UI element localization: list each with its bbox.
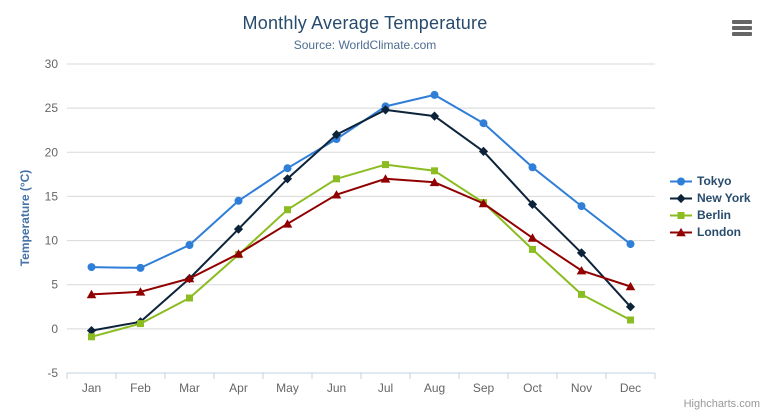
y-axis-label: 30 — [45, 57, 59, 71]
legend: Tokyo New York Berlin London — [669, 175, 751, 239]
series-marker-berlin[interactable] — [88, 333, 95, 341]
hamburger-menu-icon — [732, 32, 752, 36]
series-marker-new-york[interactable] — [380, 105, 391, 115]
y-axis-label: 0 — [51, 322, 58, 336]
hamburger-menu-icon — [732, 26, 752, 30]
series-marker-berlin[interactable] — [333, 175, 340, 183]
series-marker-new-york[interactable] — [282, 174, 293, 184]
y-axis-label: -5 — [47, 366, 58, 380]
series-marker-new-york[interactable] — [331, 130, 342, 140]
series-line-new-york[interactable] — [90, 108, 632, 332]
series-marker-london[interactable] — [625, 281, 636, 291]
x-axis-label: Sep — [473, 381, 495, 395]
series-marker-tokyo[interactable] — [479, 119, 488, 128]
legend-item-london[interactable]: London — [669, 226, 751, 239]
series-marker-berlin[interactable] — [578, 290, 585, 298]
legend-label: Tokyo — [697, 174, 732, 188]
series-marker-tokyo[interactable] — [577, 202, 586, 211]
legend-marker-circle-icon — [670, 177, 692, 186]
x-axis-label: May — [276, 381, 299, 395]
legend-marker-triangle-icon — [670, 227, 692, 237]
y-axis-label: 25 — [45, 101, 59, 115]
series-marker-london[interactable] — [527, 233, 538, 242]
legend-marker-symbol — [677, 177, 685, 186]
series-marker-new-york[interactable] — [429, 111, 440, 121]
legend-item-berlin[interactable]: Berlin — [669, 209, 751, 222]
series-marker-new-york[interactable] — [233, 224, 244, 234]
series-marker-new-york[interactable] — [576, 248, 587, 258]
x-axis-label: Oct — [523, 381, 542, 395]
legend-marker-diamond-icon — [670, 193, 692, 204]
x-axis-label: Jan — [82, 381, 101, 395]
series-line-tokyo[interactable] — [90, 93, 632, 269]
series-marker-new-york[interactable] — [86, 326, 97, 336]
x-axis-label: Jul — [378, 381, 393, 395]
legend-item-new-york[interactable]: New York — [669, 192, 751, 205]
series-marker-berlin[interactable] — [529, 245, 536, 253]
series-marker-london[interactable] — [135, 287, 146, 296]
series-marker-tokyo[interactable] — [234, 196, 243, 205]
y-axis-label: 20 — [45, 145, 59, 159]
series-marker-tokyo[interactable] — [185, 241, 194, 249]
highcharts-credit[interactable]: Highcharts.com — [683, 398, 760, 410]
x-axis-label: Aug — [424, 381, 445, 395]
series-marker-new-york[interactable] — [527, 199, 538, 209]
x-axis-label: Dec — [620, 381, 641, 395]
series-marker-berlin[interactable] — [284, 206, 291, 214]
series-marker-new-york[interactable] — [625, 302, 636, 312]
legend-marker-symbol — [676, 193, 686, 204]
chart-title: Monthly Average Temperature — [242, 13, 488, 33]
x-axis-label: Jun — [327, 381, 346, 395]
series-marker-tokyo[interactable] — [528, 163, 537, 172]
series-marker-london[interactable] — [86, 289, 97, 299]
series-marker-london[interactable] — [576, 266, 587, 275]
y-axis-label: 15 — [45, 189, 59, 203]
x-axis-label: Nov — [571, 381, 592, 395]
series-marker-london[interactable] — [478, 198, 489, 208]
legend-label: Berlin — [697, 208, 732, 222]
series-marker-london[interactable] — [282, 219, 293, 228]
legend-label: London — [697, 225, 741, 239]
series-marker-tokyo[interactable] — [430, 90, 439, 99]
legend-marker-square-icon — [670, 212, 692, 219]
series-marker-berlin[interactable] — [137, 320, 144, 328]
series-marker-new-york[interactable] — [478, 146, 489, 156]
series-marker-tokyo[interactable] — [283, 164, 292, 173]
legend-marker-symbol — [677, 212, 685, 219]
x-axis-label: Feb — [130, 381, 151, 395]
hamburger-menu-icon — [732, 20, 752, 24]
series-marker-tokyo[interactable] — [87, 263, 96, 272]
y-axis-label: 10 — [45, 234, 59, 248]
series-marker-london[interactable] — [233, 249, 244, 258]
series-marker-tokyo[interactable] — [136, 263, 145, 272]
series-marker-berlin[interactable] — [382, 161, 389, 169]
x-axis-label: Mar — [179, 381, 200, 395]
series-line-london[interactable] — [90, 177, 632, 296]
legend-marker-symbol — [676, 227, 686, 237]
series-marker-london[interactable] — [331, 190, 342, 199]
series-marker-london[interactable] — [184, 273, 195, 283]
series-marker-berlin[interactable] — [186, 294, 193, 302]
y-axis-label: 5 — [51, 278, 58, 292]
chart-subtitle: Source: WorldClimate.com — [293, 38, 437, 52]
export-menu-button[interactable] — [728, 16, 756, 40]
legend-item-tokyo[interactable]: Tokyo — [669, 175, 751, 188]
series-marker-berlin[interactable] — [431, 167, 438, 175]
series-marker-berlin[interactable] — [627, 316, 634, 324]
legend-label: New York — [697, 191, 751, 205]
x-axis-label: Apr — [229, 381, 248, 395]
series-line-berlin[interactable] — [90, 163, 632, 338]
series-marker-london[interactable] — [380, 174, 391, 183]
series-marker-tokyo[interactable] — [626, 240, 635, 249]
series-marker-london[interactable] — [429, 177, 440, 187]
